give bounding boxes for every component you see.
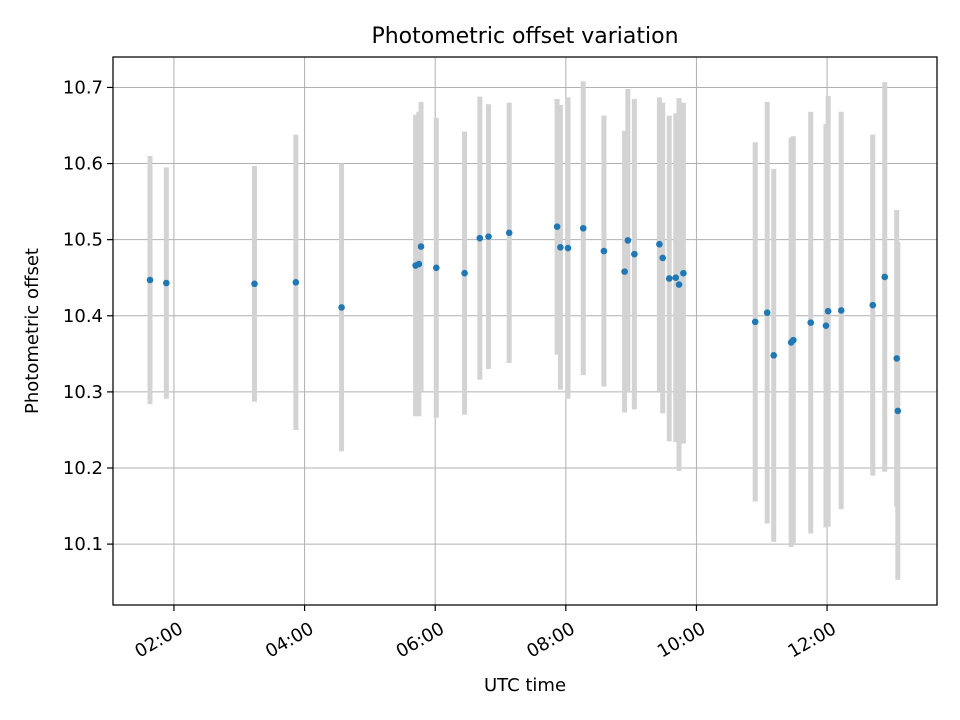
data-point [146,276,154,284]
error-bars [147,81,901,580]
data-point [675,281,683,288]
data-point [763,309,771,317]
data-point [415,260,423,268]
y-tick-label: 10.6 [63,154,103,175]
data-point [621,268,628,275]
x-tick-label: 10:00 [654,618,709,662]
data-point [417,243,425,250]
data-point [292,278,300,286]
data-point [656,240,663,248]
data-point [680,269,687,277]
data-point [553,223,561,231]
y-tick-label: 10.3 [63,382,103,403]
y-tick-label: 10.5 [63,230,103,251]
chart-title: Photometric offset variation [371,24,678,49]
data-point [461,269,468,277]
x-tick-label: 12:00 [785,618,840,662]
data-point [770,352,778,359]
x-axis-label: UTC time [484,675,566,696]
data-point [659,254,666,262]
grid-lines [113,57,937,605]
data-point [163,279,170,287]
data-point [600,247,608,255]
y-tick-label: 10.1 [63,534,103,555]
y-tick-label: 10.4 [63,306,103,327]
data-point [751,318,759,326]
data-point [338,304,345,311]
data-point [881,273,889,281]
data-point [869,301,877,309]
data-point [665,275,673,282]
data-point [579,224,587,232]
data-point [893,355,901,362]
data-point [631,250,638,258]
data-point [824,307,832,315]
axis-ticks: 02:00 04:00 06:00 08:00 10:00 12:00 10.1 10.2 10… [63,77,840,662]
x-tick-label: 02:00 [131,618,186,662]
data-point [790,336,797,344]
data-point [485,233,492,240]
x-tick-label: 08:00 [523,618,578,662]
plot-frame [112,56,938,606]
data-point [837,307,845,314]
data-points [146,223,902,415]
data-point [505,229,513,237]
data-point [624,237,632,244]
data-point [476,234,484,242]
x-tick-label: 06:00 [393,618,448,662]
data-point [557,243,564,251]
data-point [672,274,680,282]
data-point [251,280,258,288]
y-tick-label: 10.2 [63,458,103,479]
y-axis-label: Photometric offset [22,248,43,414]
y-tick-label: 10.7 [63,77,103,98]
data-point [432,264,440,272]
x-tick-label: 04:00 [262,618,317,662]
data-point [894,407,902,415]
data-point [822,322,830,329]
data-point [564,244,572,252]
data-point [807,319,815,326]
